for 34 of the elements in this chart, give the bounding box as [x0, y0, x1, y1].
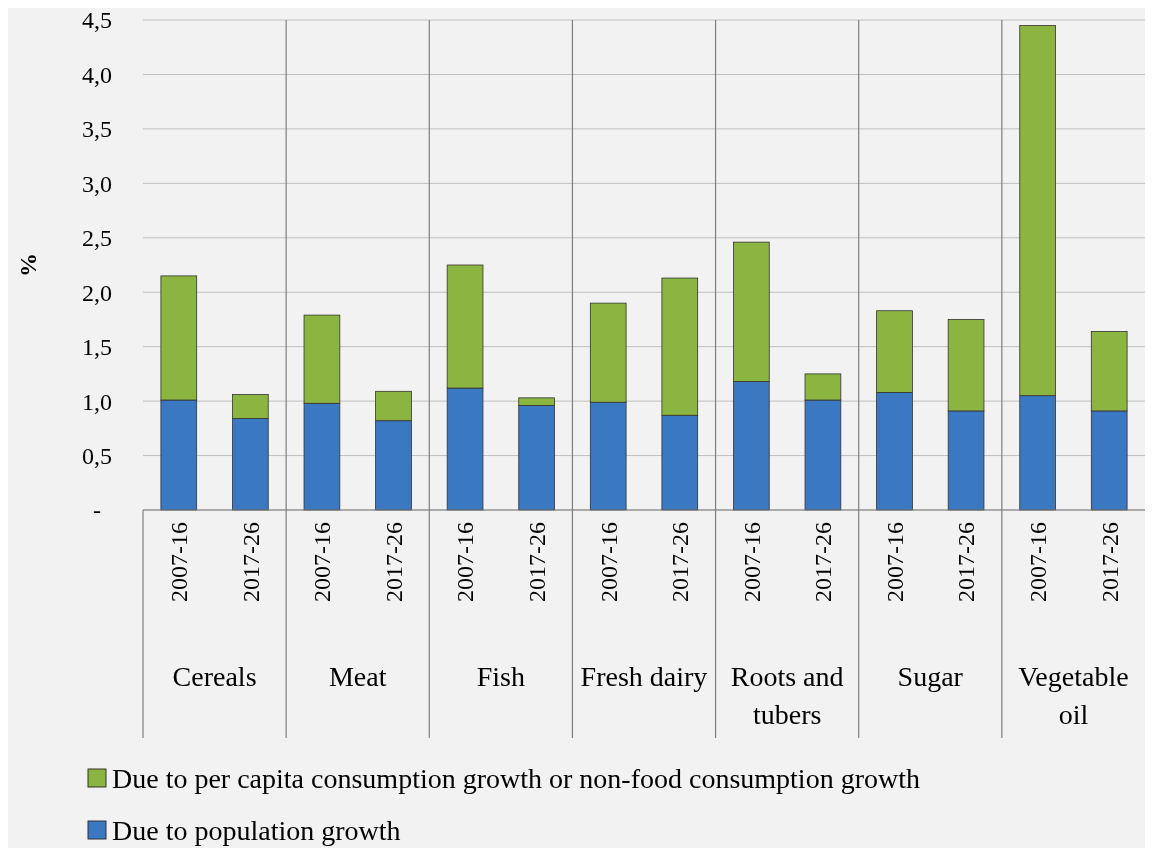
- x-tick-label: 2007-16: [881, 522, 908, 602]
- legend-label: Due to population growth: [112, 814, 401, 846]
- y-tick-label: 4,0: [82, 61, 112, 88]
- y-tick-label: 0,5: [82, 442, 112, 469]
- y-tick-label: 1,0: [82, 388, 112, 415]
- y-tick-label: 4,5: [82, 7, 112, 34]
- y-tick-label: 3,0: [82, 170, 112, 197]
- x-tick-label: 2017-26: [810, 522, 837, 602]
- x-tick-label: 2017-26: [380, 522, 407, 602]
- x-tick-label: 2007-16: [309, 522, 336, 602]
- text: Fish: [476, 661, 525, 692]
- text: Sugar: [897, 661, 964, 692]
- y-tick-label: 2,0: [82, 279, 112, 306]
- y-tick-label: 1,5: [82, 334, 112, 361]
- x-tick-label: 2017-26: [667, 522, 694, 602]
- x-tick-label: 2007-16: [738, 522, 765, 602]
- text: Fresh dairy: [580, 661, 708, 692]
- x-tick-label: 2007-16: [166, 522, 193, 602]
- text: Roots and tubers: [730, 661, 844, 730]
- x-tick-label: 2007-16: [595, 522, 622, 602]
- x-tick-label: 2007-16: [1025, 522, 1052, 602]
- text: Vegetable oil: [1018, 661, 1129, 730]
- x-tick-label: 2017-26: [237, 522, 264, 602]
- x-tick-label: 2017-26: [524, 522, 551, 602]
- y-axis-title: %: [15, 253, 41, 277]
- text: Meat: [328, 661, 387, 692]
- y-tick-label: -: [93, 497, 101, 524]
- x-tick-label: 2007-16: [452, 522, 479, 602]
- y-tick-label: 3,5: [82, 116, 112, 143]
- text: Cereals: [172, 661, 257, 692]
- x-tick-label: 2017-26: [1096, 522, 1123, 602]
- y-tick-label: 2,5: [82, 225, 112, 252]
- x-tick-label: 2017-26: [953, 522, 980, 602]
- legend-label: Due to per capita consumption growth or non-food consumption growth: [112, 762, 920, 794]
